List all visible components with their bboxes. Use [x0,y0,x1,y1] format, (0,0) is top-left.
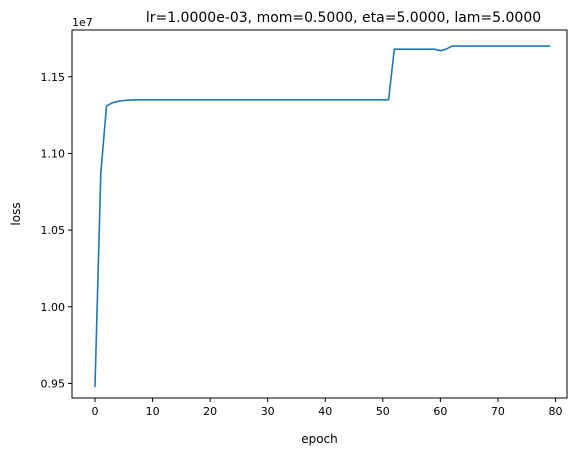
plot-frame [71,29,568,399]
series-layer [94,45,551,388]
y-offset-label: 1e7 [72,16,93,29]
x-tick-label: 50 [376,405,390,418]
y-tick-label: 1.10 [41,147,66,160]
y-tick-label: 1.15 [41,71,66,84]
x-tick-label: 10 [146,405,160,418]
x-tick-label: 0 [92,405,99,418]
x-tick-label: 80 [548,405,562,418]
x-tick-label: 70 [491,405,505,418]
loss-line [94,45,551,388]
ticks-layer: 0 10 20 30 40 50 60 70 80 0.95 1.00 1.05 1.10 1.15 [41,71,563,418]
y-axis-label: loss [9,202,23,225]
x-axis-label: epoch [301,432,338,446]
y-tick-label: 1.00 [41,301,66,314]
x-tick-label: 20 [203,405,217,418]
x-tick-label: 40 [318,405,332,418]
x-tick-label: 30 [261,405,275,418]
chart-title: lr=1.0000e-03, mom=0.5000, eta=5.0000, l… [146,10,541,26]
x-tick-label: 60 [433,405,447,418]
y-tick-label: 1.05 [41,224,66,237]
y-tick-label: 0.95 [41,377,66,390]
